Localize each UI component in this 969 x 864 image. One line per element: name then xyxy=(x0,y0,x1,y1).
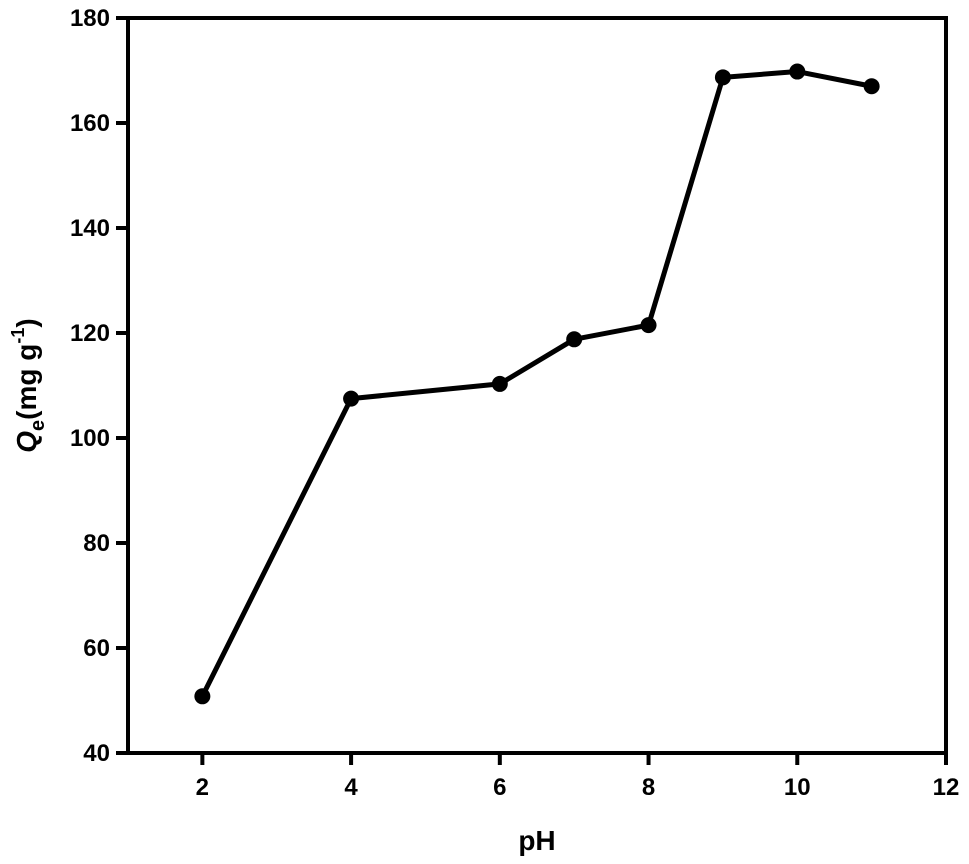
y-tick-label: 120 xyxy=(70,320,110,347)
y-tick-label: 80 xyxy=(83,530,110,557)
y-axis-title-subscript: e xyxy=(27,420,49,431)
y-tick-label: 60 xyxy=(83,635,110,662)
data-point xyxy=(343,390,360,407)
x-axis-ticks: 2 4 6 8 10 12 xyxy=(196,753,960,801)
plot-frame xyxy=(126,16,948,755)
y-axis-title: Qe(mg g-1) xyxy=(8,318,49,452)
y-tick-label: 160 xyxy=(70,110,110,137)
data-point xyxy=(491,375,508,392)
y-tick-label: 140 xyxy=(70,215,110,242)
x-tick-label: 4 xyxy=(344,774,358,801)
y-tick-label: 100 xyxy=(70,425,110,452)
x-tick-label: 12 xyxy=(933,774,960,801)
y-tick-label: 40 xyxy=(83,740,110,767)
y-axis-title-symbol: Q xyxy=(11,431,42,453)
data-point xyxy=(566,331,583,348)
data-point xyxy=(863,78,880,95)
x-tick-label: 6 xyxy=(493,774,506,801)
data-point xyxy=(194,688,211,705)
y-axis-title-unit-prefix: (mg g xyxy=(11,344,42,420)
data-point xyxy=(789,63,806,80)
x-tick-label: 10 xyxy=(784,774,811,801)
data-point xyxy=(714,69,731,86)
y-axis-ticks: 40 60 80 100 120 140 160 180 xyxy=(70,5,128,767)
series-group xyxy=(194,63,880,705)
data-point xyxy=(640,317,657,334)
y-axis-title-unit-suffix: ) xyxy=(11,318,42,327)
x-axis-title: pH xyxy=(518,825,555,856)
y-axis-title-superscript: -1 xyxy=(8,328,28,344)
x-tick-label: 8 xyxy=(642,774,655,801)
y-tick-label: 180 xyxy=(70,5,110,32)
x-tick-label: 2 xyxy=(196,774,209,801)
series-line xyxy=(200,69,873,698)
